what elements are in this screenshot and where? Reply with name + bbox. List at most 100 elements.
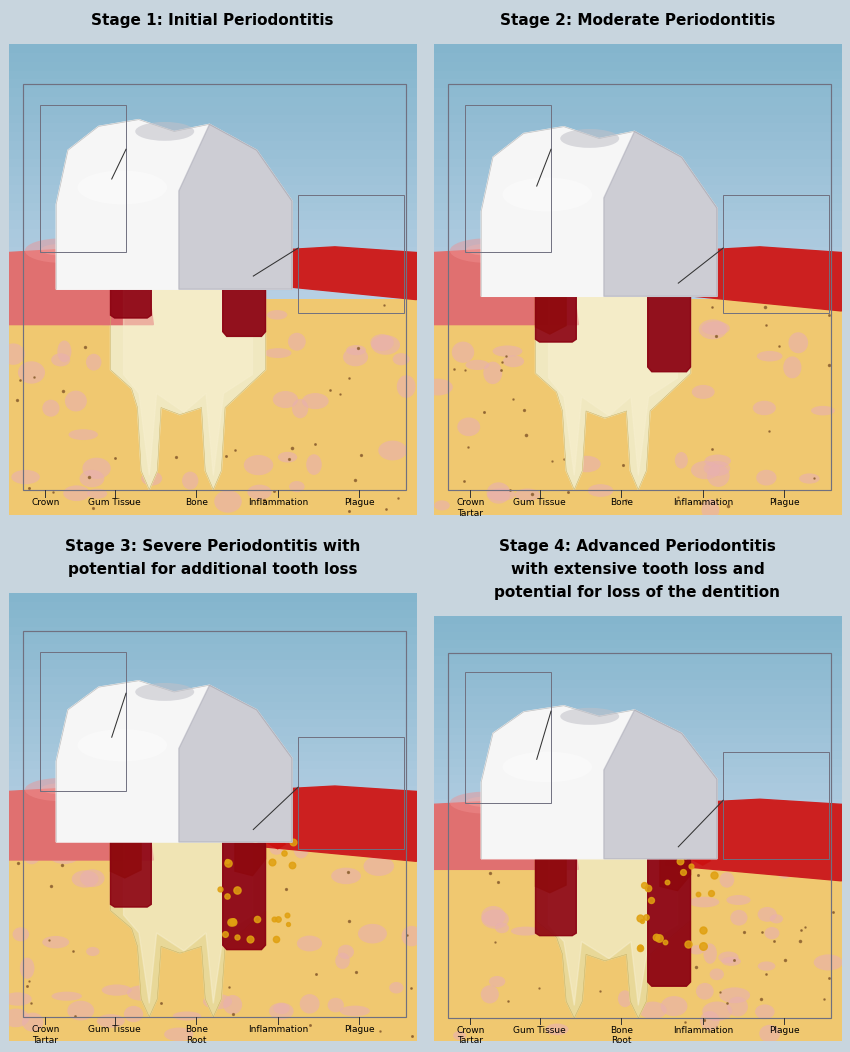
- Polygon shape: [481, 706, 717, 858]
- Polygon shape: [8, 787, 153, 859]
- Text: Stage 1: Initial Periodontitis: Stage 1: Initial Periodontitis: [91, 13, 334, 27]
- Bar: [434, 299, 842, 308]
- Bar: [434, 758, 842, 767]
- Ellipse shape: [141, 471, 162, 486]
- Ellipse shape: [297, 935, 322, 951]
- Bar: [8, 818, 416, 828]
- Ellipse shape: [41, 783, 82, 794]
- Bar: [8, 202, 416, 211]
- Ellipse shape: [484, 362, 502, 384]
- Polygon shape: [648, 291, 690, 371]
- Text: with extensive tooth loss and: with extensive tooth loss and: [511, 562, 764, 576]
- Bar: [8, 618, 416, 627]
- Bar: [434, 719, 842, 728]
- Polygon shape: [434, 801, 578, 869]
- Ellipse shape: [452, 342, 474, 363]
- Ellipse shape: [340, 1006, 370, 1016]
- Bar: [434, 96, 842, 106]
- Ellipse shape: [393, 353, 410, 365]
- Ellipse shape: [719, 872, 734, 888]
- Ellipse shape: [2, 343, 25, 365]
- Bar: [434, 193, 842, 203]
- Bar: [434, 830, 842, 838]
- Polygon shape: [481, 126, 717, 297]
- Ellipse shape: [756, 351, 783, 362]
- Bar: [8, 245, 416, 256]
- Ellipse shape: [730, 910, 747, 926]
- Ellipse shape: [52, 992, 82, 1000]
- Ellipse shape: [63, 485, 90, 501]
- Ellipse shape: [696, 983, 714, 999]
- Bar: [8, 272, 416, 282]
- Polygon shape: [660, 856, 690, 891]
- Ellipse shape: [719, 988, 750, 1004]
- Ellipse shape: [397, 376, 416, 398]
- Ellipse shape: [80, 470, 105, 487]
- Ellipse shape: [94, 308, 119, 325]
- Ellipse shape: [701, 499, 719, 521]
- Bar: [8, 634, 416, 644]
- Bar: [8, 166, 416, 176]
- Bar: [434, 289, 842, 300]
- Ellipse shape: [466, 360, 490, 370]
- Ellipse shape: [705, 454, 731, 467]
- Ellipse shape: [292, 399, 309, 419]
- Ellipse shape: [689, 945, 704, 954]
- Ellipse shape: [335, 953, 350, 969]
- Ellipse shape: [546, 1024, 569, 1035]
- Ellipse shape: [25, 778, 99, 802]
- Ellipse shape: [401, 926, 422, 947]
- Ellipse shape: [50, 849, 79, 864]
- Bar: [434, 281, 842, 290]
- Bar: [40, 651, 126, 790]
- Ellipse shape: [813, 954, 842, 971]
- Ellipse shape: [542, 280, 565, 292]
- Ellipse shape: [77, 170, 167, 204]
- Ellipse shape: [481, 906, 506, 926]
- Bar: [8, 702, 416, 710]
- Ellipse shape: [42, 400, 60, 417]
- Bar: [434, 837, 842, 847]
- Bar: [8, 228, 416, 238]
- Polygon shape: [223, 284, 265, 337]
- Bar: [434, 219, 842, 229]
- Bar: [8, 87, 416, 97]
- Ellipse shape: [371, 335, 394, 351]
- Polygon shape: [56, 681, 292, 842]
- Ellipse shape: [88, 489, 107, 499]
- Ellipse shape: [327, 997, 344, 1012]
- Text: Bone: Bone: [184, 1025, 207, 1034]
- Ellipse shape: [371, 336, 400, 355]
- Bar: [465, 672, 551, 804]
- Ellipse shape: [233, 821, 269, 842]
- Ellipse shape: [481, 986, 499, 1004]
- Ellipse shape: [346, 345, 366, 356]
- Bar: [434, 79, 842, 88]
- Ellipse shape: [135, 122, 194, 141]
- Bar: [434, 640, 842, 648]
- Polygon shape: [536, 858, 690, 1018]
- Bar: [8, 835, 416, 845]
- Bar: [8, 210, 416, 220]
- Bar: [434, 750, 842, 760]
- Bar: [434, 663, 842, 672]
- Bar: [723, 195, 830, 312]
- Ellipse shape: [80, 869, 105, 887]
- Bar: [434, 52, 842, 62]
- Ellipse shape: [3, 1009, 29, 1027]
- Bar: [8, 299, 416, 308]
- Ellipse shape: [82, 458, 110, 479]
- Ellipse shape: [173, 1011, 201, 1020]
- Bar: [434, 69, 842, 79]
- Text: Root: Root: [611, 1036, 632, 1045]
- Bar: [8, 96, 416, 106]
- Bar: [8, 717, 416, 727]
- Ellipse shape: [775, 859, 794, 878]
- Ellipse shape: [434, 501, 450, 510]
- Ellipse shape: [332, 868, 361, 884]
- Text: Crown: Crown: [456, 498, 484, 507]
- Polygon shape: [536, 856, 566, 893]
- Text: Inflammation: Inflammation: [247, 498, 308, 507]
- Ellipse shape: [117, 826, 140, 838]
- Ellipse shape: [689, 896, 719, 908]
